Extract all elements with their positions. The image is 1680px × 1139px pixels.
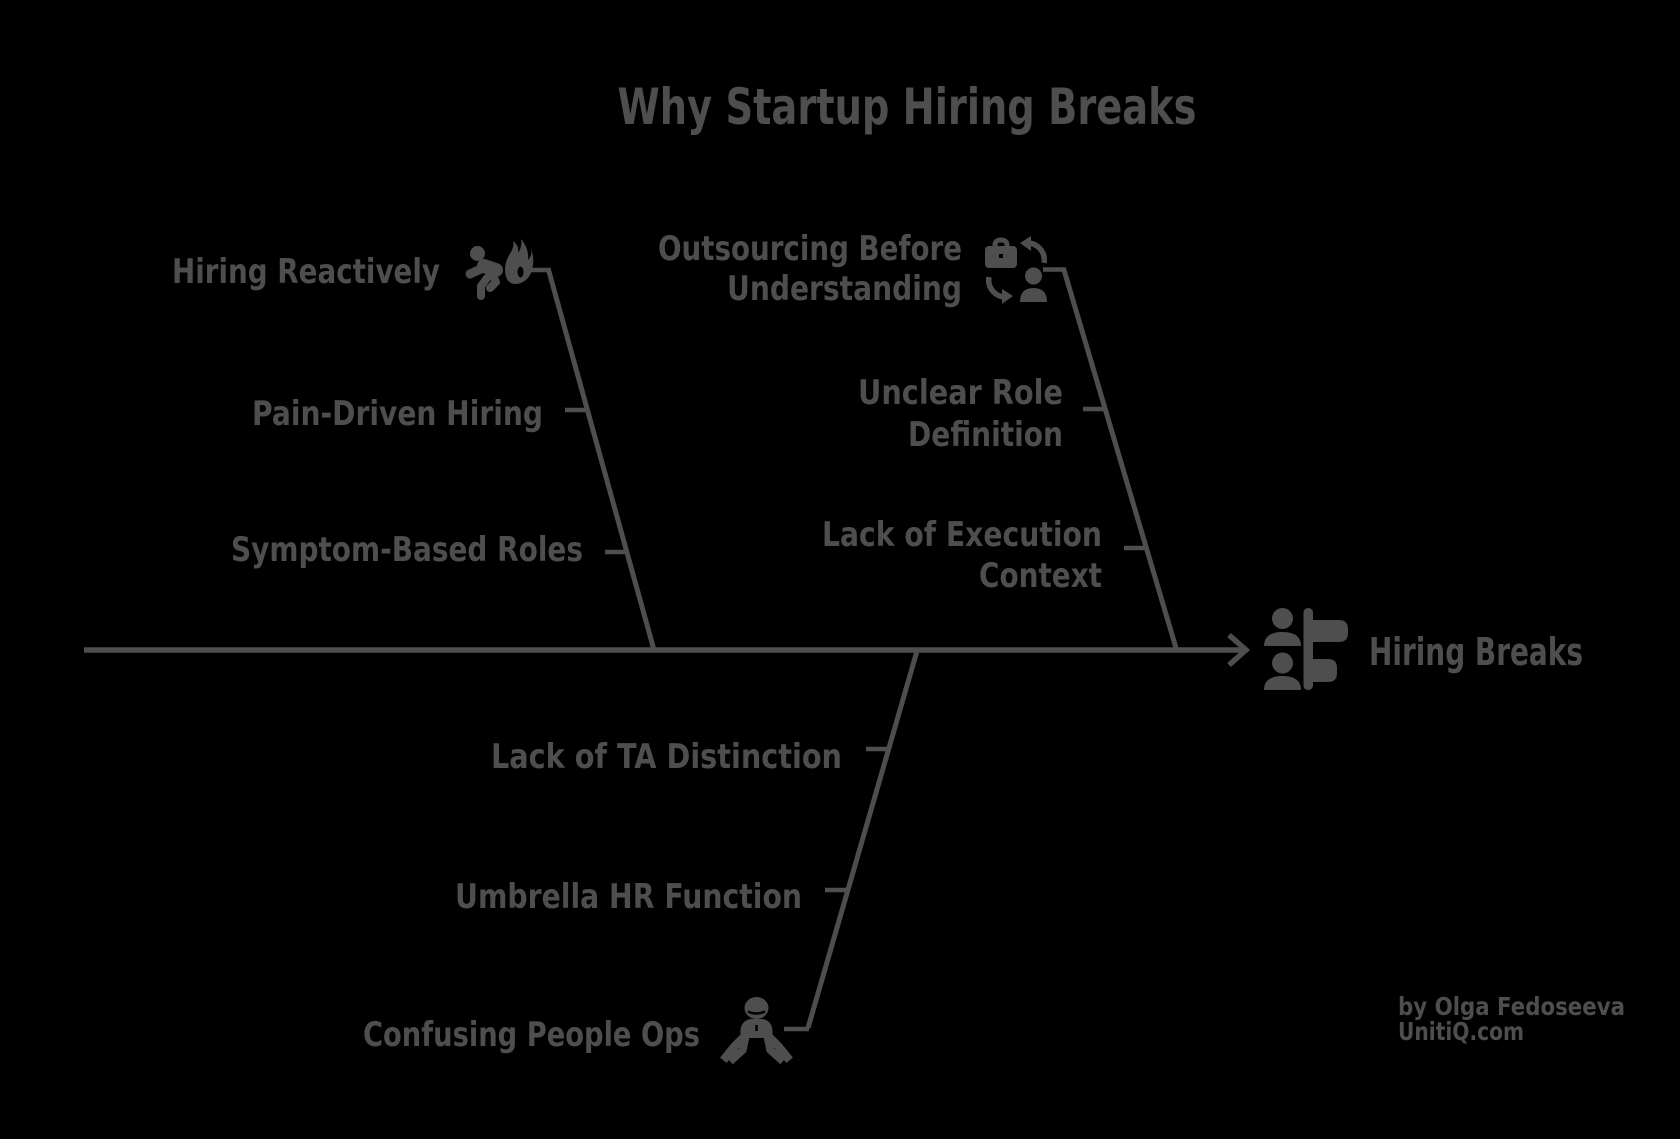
label-hiring-reactively: Hiring Reactively [172,252,440,292]
label-outsourcing-line2: Understanding [727,269,962,309]
running-person-icon [465,239,534,300]
label-outsourcing-line1: Outsourcing Before [658,229,962,269]
label-symptom-based-roles: Symptom-Based Roles [231,530,583,570]
spine-arrowhead-icon [1227,632,1251,668]
label-lack-execution-line2: Context [979,556,1102,596]
briefcase-person-swap-icon [985,236,1048,304]
branch-top-right-line [1061,269,1179,649]
label-unclear-role-line1: Unclear Role [858,373,1063,413]
attribution-author: by Olga Fedoseeva [1398,992,1625,1021]
branch-top-left: Hiring Reactively Pain-Driven Hiring Sym… [172,239,657,651]
org-structure-icon [1264,608,1348,690]
label-umbrella-hr: Umbrella HR Function [455,877,802,917]
branch-top-right: Outsourcing Before Understanding Unclear… [658,229,1179,649]
branch-bottom: Lack of TA Distinction Umbrella HR Funct… [363,650,920,1065]
effect-label: Hiring Breaks [1369,630,1583,674]
label-confusing-people-ops: Confusing People Ops [363,1015,700,1055]
attribution: by Olga Fedoseeva UnitiQ.com [1398,992,1625,1046]
branch-bottom-line [805,650,920,1029]
effect-group: Hiring Breaks [1264,608,1583,690]
label-unclear-role-line2: Definition [908,415,1063,455]
label-pain-driven-hiring: Pain-Driven Hiring [252,394,543,434]
confused-person-icon [720,997,793,1065]
attribution-site: UnitiQ.com [1398,1017,1524,1046]
diagram-title: Why Startup Hiring Breaks [618,78,1197,136]
branch-top-left-line [545,267,657,651]
label-lack-execution-line1: Lack of Execution [822,515,1102,555]
label-lack-ta: Lack of TA Distinction [491,737,842,777]
